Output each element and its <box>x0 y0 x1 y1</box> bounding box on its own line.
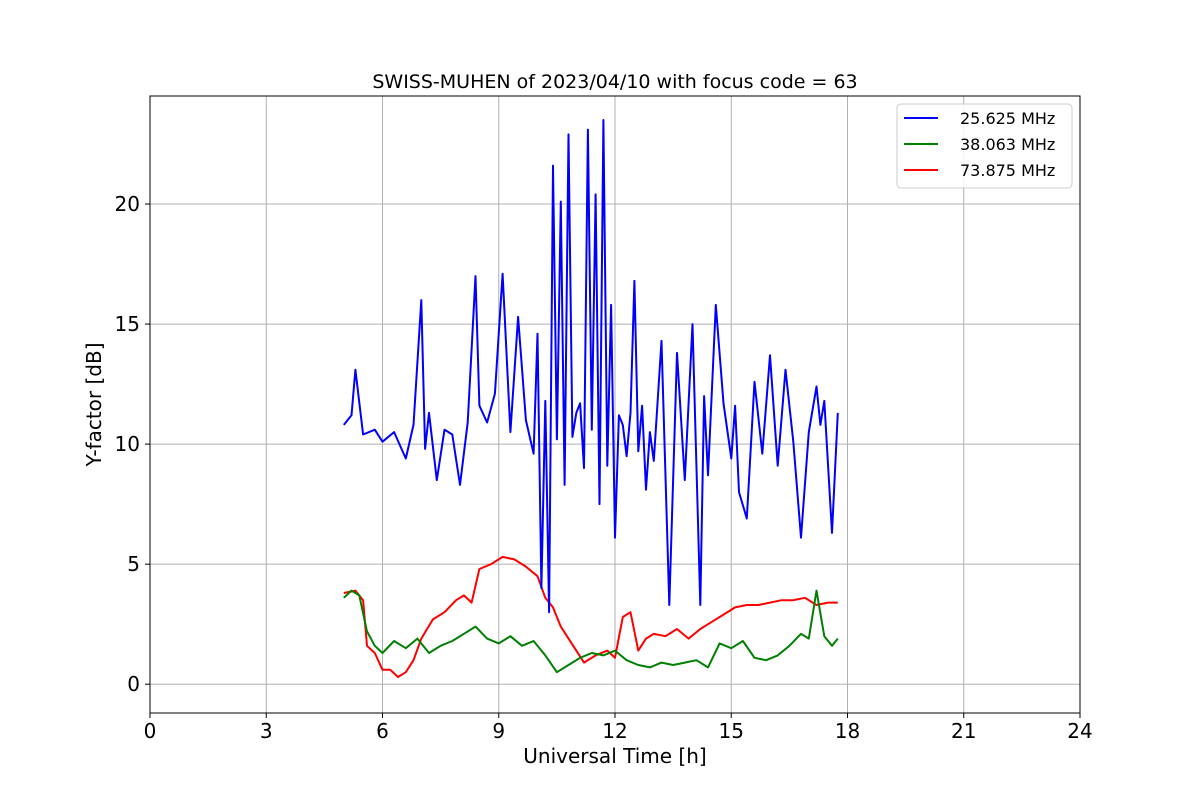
y-tick-label: 20 <box>115 192 140 216</box>
x-tick-label: 24 <box>1067 719 1092 743</box>
x-tick-label: 6 <box>376 719 389 743</box>
x-tick-label: 9 <box>492 719 505 743</box>
legend-label: 25.625 MHz <box>960 109 1055 128</box>
x-tick-label: 21 <box>951 719 976 743</box>
y-tick-label: 15 <box>115 312 140 336</box>
x-axis-label: Universal Time [h] <box>523 744 706 768</box>
x-axis: 0 3 6 9 12 15 18 21 24 <box>144 713 1093 743</box>
y-tick-label: 10 <box>115 432 140 456</box>
x-tick-label: 15 <box>719 719 744 743</box>
y-axis-label: Y-factor [dB] <box>82 342 106 467</box>
series-line-25-625-mhz <box>343 119 839 614</box>
series-layer <box>343 119 839 678</box>
legend: 25.625 MHz 38.063 MHz 73.875 MHz <box>896 103 1073 189</box>
x-tick-label: 0 <box>144 719 157 743</box>
series-line-73-875-mhz <box>343 555 838 678</box>
x-tick-label: 12 <box>602 719 627 743</box>
legend-box <box>896 103 1073 189</box>
legend-label: 73.875 MHz <box>960 161 1055 180</box>
y-tick-label: 5 <box>127 552 140 576</box>
legend-label: 38.063 MHz <box>960 135 1055 154</box>
chart-title: SWISS-MUHEN of 2023/04/10 with focus cod… <box>372 71 857 93</box>
x-tick-label: 3 <box>260 719 273 743</box>
series-line-38-063-mhz <box>343 589 839 674</box>
y-axis: 0 5 10 15 20 <box>115 192 150 696</box>
y-tick-label: 0 <box>127 672 140 696</box>
x-tick-label: 18 <box>835 719 860 743</box>
